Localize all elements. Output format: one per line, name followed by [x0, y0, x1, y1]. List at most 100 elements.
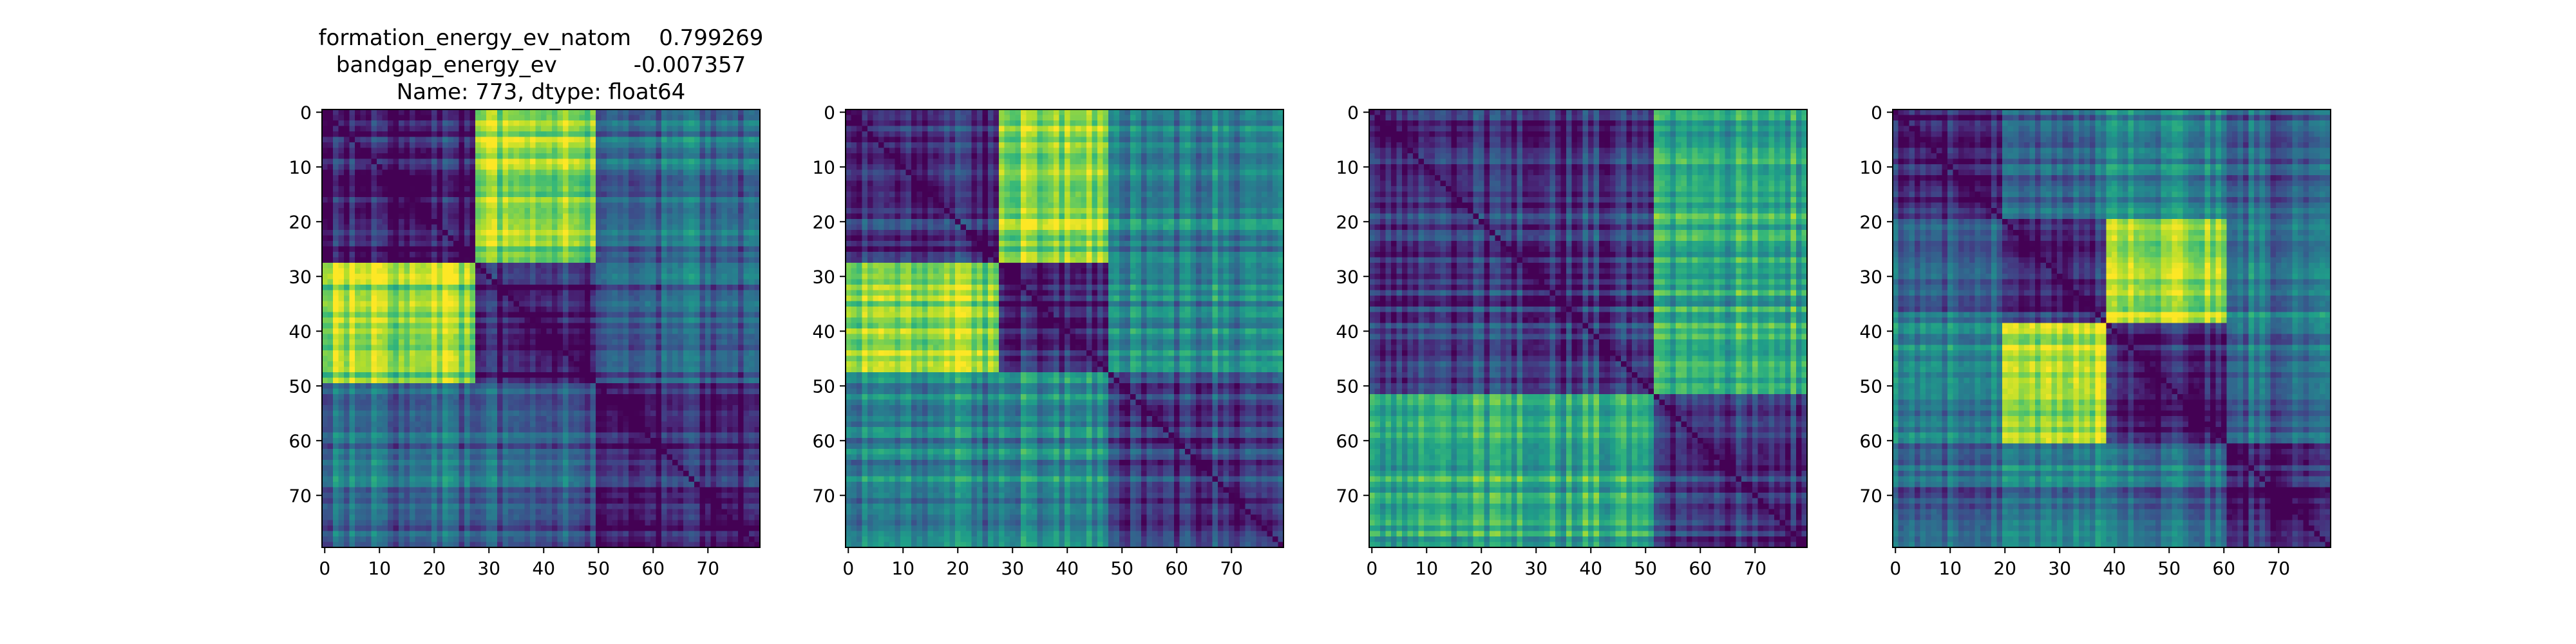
- heatmap-cell: [618, 383, 623, 389]
- heatmap-cell: [464, 422, 470, 428]
- heatmap-cell: [339, 219, 345, 225]
- heatmap-cell: [393, 416, 399, 422]
- heatmap-cell: [744, 438, 750, 444]
- heatmap-cell: [530, 422, 536, 428]
- heatmap-cell: [596, 269, 601, 274]
- heatmap-cell: [601, 186, 607, 192]
- heatmap-cell: [410, 164, 415, 170]
- heatmap-cell: [372, 317, 377, 323]
- heatmap-cell: [580, 241, 585, 247]
- heatmap-cell: [437, 400, 443, 406]
- heatmap-cell: [536, 350, 542, 356]
- heatmap-cell: [705, 323, 711, 329]
- heatmap-cell: [601, 296, 607, 301]
- heatmap-cell: [464, 433, 470, 439]
- heatmap-cell: [623, 274, 629, 279]
- heatmap-cell: [350, 416, 355, 422]
- heatmap-cell: [733, 197, 739, 203]
- heatmap-cell: [459, 241, 465, 247]
- heatmap-cell: [322, 181, 328, 187]
- heatmap-cell: [552, 241, 558, 247]
- heatmap-cell: [328, 444, 334, 450]
- heatmap-cell: [591, 405, 596, 411]
- heatmap-cell: [639, 203, 645, 209]
- heatmap-cell: [372, 274, 377, 279]
- heatmap-cell: [366, 159, 372, 165]
- heatmap-cell: [437, 367, 443, 373]
- heatmap-cell: [459, 356, 465, 362]
- heatmap-cell: [733, 323, 739, 329]
- heatmap-cell: [722, 274, 728, 279]
- heatmap-cell: [426, 301, 432, 307]
- heatmap-cell: [361, 247, 366, 252]
- heatmap-cell: [700, 372, 706, 378]
- heatmap-cell: [541, 241, 547, 247]
- heatmap-cell: [672, 230, 678, 236]
- heatmap-cell: [519, 285, 525, 290]
- heatmap-cell: [629, 285, 634, 290]
- heatmap-cell: [453, 411, 459, 417]
- heatmap-cell: [700, 219, 706, 225]
- heatmap-cell: [333, 383, 339, 389]
- heatmap-cell: [711, 219, 717, 225]
- heatmap-cell: [448, 126, 454, 132]
- heatmap-cell: [355, 186, 361, 192]
- heatmap-cell: [470, 230, 476, 236]
- heatmap-cell: [656, 328, 662, 334]
- heatmap-cell: [634, 247, 640, 252]
- heatmap-cell: [569, 197, 574, 203]
- heatmap-cell: [711, 296, 717, 301]
- heatmap-cell: [689, 159, 695, 165]
- heatmap-cell: [563, 252, 569, 258]
- heatmap-cell: [601, 438, 607, 444]
- heatmap-cell: [694, 208, 700, 214]
- heatmap-cell: [486, 181, 492, 187]
- heatmap-cell: [694, 142, 700, 148]
- heatmap-cell: [705, 269, 711, 274]
- heatmap-cell: [650, 153, 656, 159]
- heatmap-cell: [508, 422, 514, 428]
- heatmap-cell: [667, 120, 673, 126]
- heatmap-cell: [585, 148, 591, 154]
- heatmap-cell: [661, 296, 667, 301]
- heatmap-cell: [475, 449, 481, 455]
- heatmap-cell: [672, 383, 678, 389]
- heatmap-cell: [322, 334, 328, 340]
- heatmap-cell: [372, 339, 377, 345]
- heatmap-cell: [421, 120, 426, 126]
- heatmap-cell: [580, 192, 585, 198]
- heatmap-cell: [574, 394, 580, 400]
- heatmap-cell: [328, 301, 334, 307]
- heatmap-cell: [601, 274, 607, 279]
- heatmap-cell: [437, 433, 443, 439]
- heatmap-cell: [558, 252, 564, 258]
- heatmap-cell: [404, 269, 410, 274]
- heatmap-cell: [541, 334, 547, 340]
- heatmap-cell: [601, 427, 607, 433]
- heatmap-cell: [508, 394, 514, 400]
- heatmap-cell: [415, 279, 421, 285]
- heatmap-cell: [410, 175, 415, 181]
- heatmap-cell: [448, 334, 454, 340]
- heatmap-cell: [672, 350, 678, 356]
- heatmap-cell: [339, 214, 345, 220]
- heatmap-cell: [694, 230, 700, 236]
- heatmap-cell: [525, 317, 531, 323]
- heatmap-cell: [607, 137, 612, 143]
- heatmap-cell: [486, 159, 492, 165]
- heatmap-cell: [339, 307, 345, 312]
- heatmap-cell: [591, 389, 596, 395]
- heatmap-cell: [399, 109, 404, 115]
- heatmap-cell: [404, 164, 410, 170]
- heatmap-cell: [738, 236, 744, 242]
- heatmap-cell: [700, 170, 706, 176]
- heatmap-cell: [569, 285, 574, 290]
- heatmap-cell: [541, 356, 547, 362]
- heatmap-cell: [404, 241, 410, 247]
- heatmap-cell: [733, 361, 739, 367]
- heatmap-cell: [361, 296, 366, 301]
- heatmap-cell: [601, 334, 607, 340]
- heatmap-cell: [453, 307, 459, 312]
- heatmap-cell: [574, 427, 580, 433]
- heatmap-cell: [569, 339, 574, 345]
